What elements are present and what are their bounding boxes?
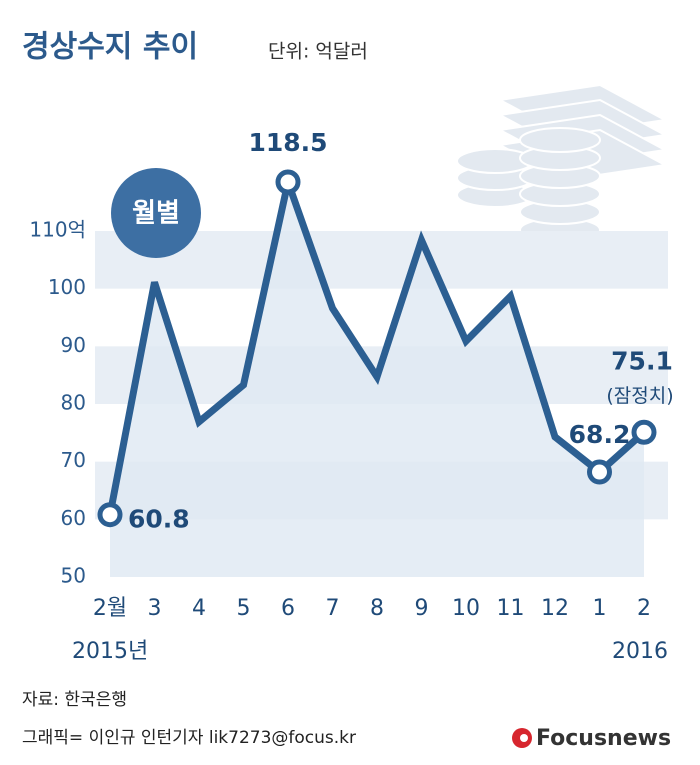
point-marker bbox=[97, 502, 123, 528]
value-label: 75.1 bbox=[611, 346, 673, 375]
line bbox=[106, 169, 647, 516]
x-tick-label: 1 bbox=[593, 596, 607, 621]
x-tick-label: 4 bbox=[192, 596, 206, 621]
x-tick-label: 11 bbox=[497, 596, 525, 621]
point-marker bbox=[275, 169, 301, 195]
x-tick-label: 7 bbox=[326, 596, 340, 621]
point-marker bbox=[587, 459, 612, 485]
year-label: 2015년 bbox=[72, 639, 148, 664]
y-tick-label: 80 bbox=[61, 391, 86, 415]
logo-icon-inner bbox=[520, 734, 528, 742]
x-tick-label: 9 bbox=[415, 596, 429, 621]
year-label: 2016 bbox=[612, 639, 668, 664]
x-tick-label: 10 bbox=[452, 596, 480, 621]
value-label: 68.2 bbox=[569, 420, 631, 449]
credit: 그래픽= 이인규 인턴기자 lik7273@focus.kr bbox=[22, 728, 356, 748]
x-tick-label: 3 bbox=[148, 596, 162, 621]
annotation: (잠정치) bbox=[606, 385, 673, 407]
y-tick-label: 110억 bbox=[29, 218, 86, 242]
point-marker bbox=[631, 419, 657, 445]
x-tick-label: 5 bbox=[237, 596, 251, 621]
y-tick-label: 70 bbox=[61, 448, 86, 472]
y-tick-label: 90 bbox=[61, 333, 86, 357]
badge bbox=[111, 168, 201, 258]
chart-title: 경상수지 추이 bbox=[22, 30, 198, 65]
x-tick-label: 2 bbox=[637, 596, 651, 621]
x-tick-label: 12 bbox=[541, 596, 569, 621]
chart-subtitle: 단위: 억달러 bbox=[268, 41, 368, 63]
y-tick-label: 50 bbox=[61, 564, 86, 588]
value-label: 118.5 bbox=[248, 128, 327, 157]
x-tick-label: 6 bbox=[281, 596, 295, 621]
plot: 50 60 70 80 90 100 110억 60.8 118.5 68.2 75.1 (잠정치) 2… bbox=[29, 128, 673, 664]
x-tick-label: 2월 bbox=[93, 596, 127, 621]
y-tick-label: 100 bbox=[48, 275, 86, 299]
badge-label: 월별 bbox=[132, 199, 180, 229]
value-label: 60.8 bbox=[128, 505, 190, 534]
x-tick-label: 8 bbox=[370, 596, 384, 621]
y-tick-label: 60 bbox=[61, 506, 86, 530]
logo: Focusnews bbox=[536, 726, 671, 751]
source: 자료: 한국은행 bbox=[22, 690, 127, 710]
